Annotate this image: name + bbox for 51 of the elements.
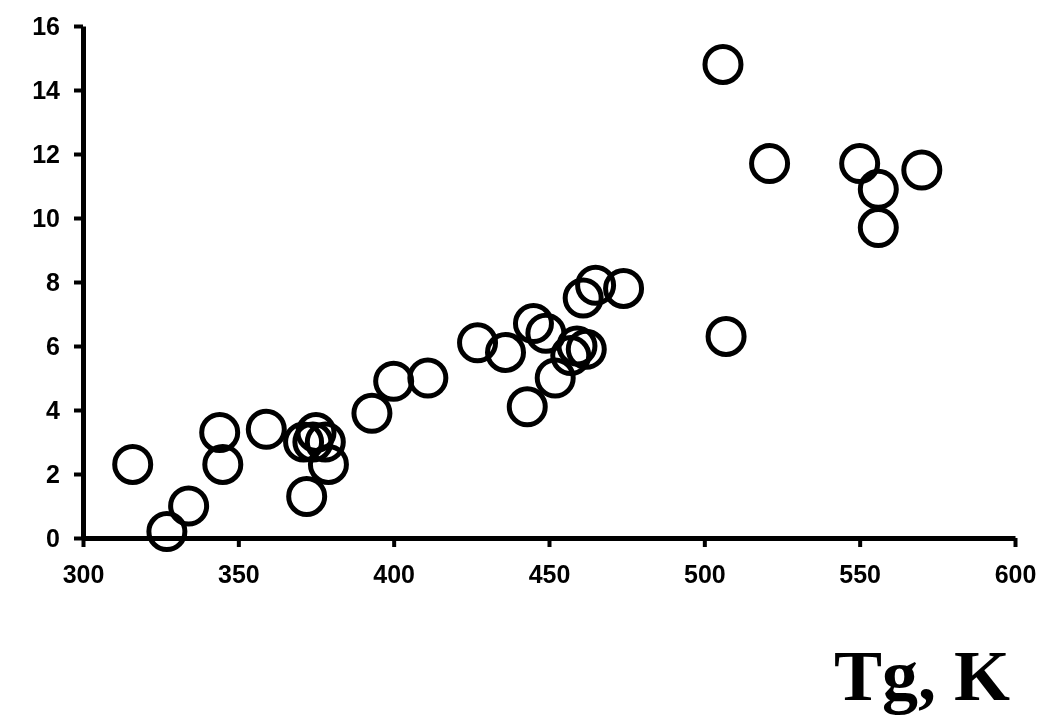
x-tick-label: 600 — [994, 559, 1037, 588]
point — [286, 475, 328, 517]
y-tick-label: 8 — [46, 267, 61, 296]
x-axis-title: Tg, K — [833, 636, 1010, 716]
point — [168, 485, 210, 527]
point — [485, 331, 527, 373]
y-tick-label: 16 — [32, 11, 60, 40]
y-tick-label: 2 — [46, 459, 60, 488]
x-tick-label: 400 — [373, 559, 416, 588]
point — [839, 143, 881, 185]
y-tick-label: 10 — [32, 203, 60, 232]
x-tick-label: 450 — [528, 559, 571, 588]
point — [749, 143, 791, 185]
y-tick-label: 4 — [46, 395, 61, 424]
point — [534, 357, 576, 399]
point — [307, 443, 349, 485]
y-tick-label: 12 — [32, 139, 60, 168]
point — [351, 392, 393, 434]
point — [506, 386, 548, 428]
y-tick-label: 0 — [46, 523, 60, 552]
point — [295, 411, 337, 453]
point — [525, 312, 567, 354]
x-tick-label: 500 — [683, 559, 726, 588]
point — [373, 360, 415, 402]
point — [550, 335, 592, 377]
point — [202, 443, 244, 485]
y-tick-label: 6 — [46, 331, 60, 360]
point — [146, 511, 188, 553]
point — [556, 325, 598, 367]
point — [562, 277, 604, 319]
point — [283, 421, 325, 463]
y-tick-label: 14 — [32, 75, 61, 104]
point — [245, 408, 287, 450]
point — [857, 168, 899, 210]
point — [702, 43, 744, 85]
point — [304, 421, 346, 463]
point — [857, 207, 899, 249]
point — [603, 267, 645, 309]
point — [512, 303, 554, 345]
x-tick-label: 550 — [839, 559, 882, 588]
point — [901, 149, 943, 191]
point — [407, 357, 449, 399]
x-tick-label: 350 — [217, 559, 260, 588]
point — [292, 421, 334, 463]
point — [575, 264, 617, 306]
point — [199, 411, 241, 453]
x-tick-label: 300 — [62, 559, 105, 588]
point — [565, 328, 607, 370]
point — [112, 443, 154, 485]
point — [705, 315, 747, 357]
point — [457, 322, 499, 364]
